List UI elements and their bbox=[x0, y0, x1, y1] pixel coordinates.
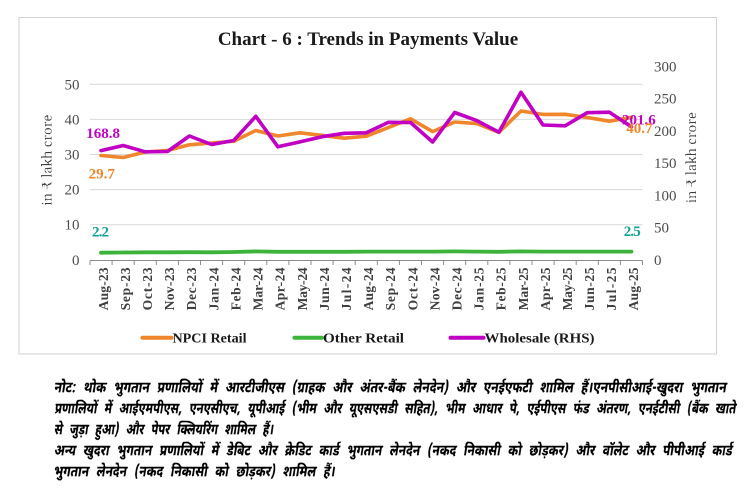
svg-text:20: 20 bbox=[65, 183, 80, 199]
svg-text:2.5: 2.5 bbox=[624, 224, 641, 240]
svg-text:2.2: 2.2 bbox=[92, 224, 109, 240]
svg-text:Jun-24: Jun-24 bbox=[317, 267, 332, 310]
svg-text:50: 50 bbox=[65, 77, 80, 93]
svg-text:Wholesale (RHS): Wholesale (RHS) bbox=[485, 332, 595, 347]
svg-text:168.8: 168.8 bbox=[86, 126, 120, 142]
svg-text:Jan-24: Jan-24 bbox=[206, 267, 221, 310]
svg-text:Jan-25: Jan-25 bbox=[472, 267, 487, 310]
svg-text:0: 0 bbox=[72, 253, 80, 269]
svg-text:May-24: May-24 bbox=[295, 267, 310, 310]
svg-text:50: 50 bbox=[654, 221, 669, 237]
svg-text:200: 200 bbox=[654, 124, 677, 140]
svg-text:201.6: 201.6 bbox=[622, 112, 656, 128]
svg-text:Dec-23: Dec-23 bbox=[184, 267, 199, 310]
svg-text:Jun-25: Jun-25 bbox=[582, 267, 597, 310]
svg-text:Sep-24: Sep-24 bbox=[383, 267, 398, 310]
svg-text:Nov-24: Nov-24 bbox=[427, 267, 442, 310]
svg-text:May-25: May-25 bbox=[560, 267, 575, 310]
svg-text:Mar-24: Mar-24 bbox=[251, 267, 266, 310]
svg-text:10: 10 bbox=[65, 218, 80, 234]
svg-text:Dec-24: Dec-24 bbox=[450, 267, 465, 310]
svg-text:150: 150 bbox=[654, 156, 677, 172]
svg-text:NPCI Retail: NPCI Retail bbox=[173, 332, 247, 347]
svg-text:Nov-23: Nov-23 bbox=[162, 267, 177, 310]
svg-text:40: 40 bbox=[65, 112, 80, 128]
svg-text:Other Retail: Other Retail bbox=[323, 332, 404, 347]
svg-text:29.7: 29.7 bbox=[89, 167, 116, 183]
svg-text:Jul-24: Jul-24 bbox=[339, 267, 354, 310]
svg-text:Aug-25: Aug-25 bbox=[626, 267, 641, 310]
svg-text:Apr-25: Apr-25 bbox=[538, 267, 553, 310]
svg-text:300: 300 bbox=[654, 59, 677, 75]
svg-text:100: 100 bbox=[654, 188, 677, 204]
svg-text:Oct-24: Oct-24 bbox=[405, 267, 420, 310]
svg-text:Aug-24: Aug-24 bbox=[361, 267, 376, 310]
svg-text:Oct-23: Oct-23 bbox=[140, 267, 155, 310]
svg-text:250: 250 bbox=[654, 92, 677, 108]
svg-text:30: 30 bbox=[65, 148, 80, 164]
svg-text:Feb-25: Feb-25 bbox=[494, 267, 509, 310]
svg-text:0: 0 bbox=[654, 253, 662, 269]
svg-text:40.7: 40.7 bbox=[626, 121, 653, 137]
svg-text:Sep-23: Sep-23 bbox=[118, 267, 133, 310]
svg-text:Jul-25: Jul-25 bbox=[604, 267, 619, 310]
svg-text:Feb-24: Feb-24 bbox=[229, 267, 244, 310]
svg-text:Mar-25: Mar-25 bbox=[516, 267, 531, 310]
svg-text:Apr-24: Apr-24 bbox=[273, 267, 288, 310]
svg-text:Aug-23: Aug-23 bbox=[96, 267, 111, 310]
svg-text:Chart - 6 : Trends in Payments: Chart - 6 : Trends in Payments Value bbox=[218, 29, 518, 50]
